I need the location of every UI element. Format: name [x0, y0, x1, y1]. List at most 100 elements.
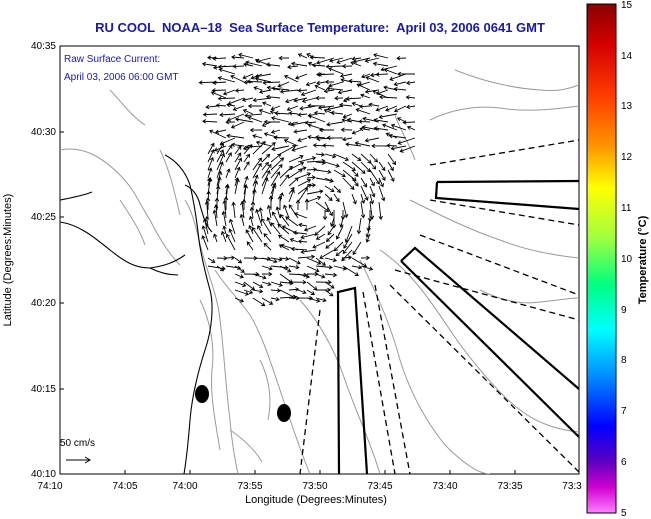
current-vector	[270, 171, 281, 187]
current-vector	[351, 169, 359, 177]
current-vector	[324, 257, 338, 263]
current-vector	[218, 67, 236, 75]
current-vector	[306, 289, 316, 295]
current-vector	[351, 129, 362, 135]
current-vector	[393, 86, 407, 92]
current-vector	[308, 114, 326, 123]
current-vector	[306, 297, 321, 303]
current-label-line1: Raw Surface Current:	[64, 54, 160, 65]
current-vector	[315, 257, 326, 266]
current-vector	[295, 199, 301, 210]
current-vector	[217, 76, 236, 83]
current-vector	[263, 233, 272, 243]
current-vector	[317, 72, 335, 77]
current-vector	[311, 63, 326, 68]
current-vector	[315, 280, 332, 285]
current-vector	[252, 188, 257, 203]
current-vector	[315, 287, 332, 293]
current-vector	[351, 101, 362, 107]
current-vector	[343, 233, 353, 249]
current-vector	[307, 134, 317, 140]
current-vector	[241, 198, 247, 210]
current-vector	[405, 95, 416, 100]
current-vector	[234, 88, 245, 93]
current-vector	[270, 157, 285, 171]
current-vector	[226, 113, 245, 122]
current-vector	[246, 241, 254, 251]
current-vector	[371, 143, 389, 149]
current-vector	[297, 254, 316, 260]
current-vector	[386, 143, 398, 148]
current-vector	[212, 80, 227, 85]
current-vector	[207, 55, 218, 60]
current-vector	[258, 89, 272, 94]
current-vector	[378, 177, 384, 188]
current-vector	[289, 237, 299, 243]
current-vector	[360, 265, 374, 271]
current-vector	[378, 113, 398, 120]
current-vector	[263, 119, 281, 125]
current-vector	[274, 111, 290, 116]
current-vector	[306, 265, 320, 273]
current-vector	[232, 105, 245, 111]
current-vector	[244, 113, 263, 118]
current-vector	[330, 217, 335, 227]
current-vector	[387, 153, 396, 166]
current-vector	[297, 273, 311, 279]
current-vector	[201, 225, 209, 243]
current-vector	[277, 223, 290, 235]
current-vector	[261, 297, 274, 305]
current-vector	[225, 119, 236, 125]
current-vector	[328, 67, 344, 75]
x-tick-label: 73:45	[367, 481, 392, 492]
current-vector	[322, 210, 328, 221]
current-vector	[279, 256, 290, 262]
current-vector	[342, 136, 353, 142]
current-vector	[255, 208, 263, 227]
current-vector	[288, 154, 304, 163]
current-vector	[323, 88, 335, 94]
current-vector	[261, 169, 271, 187]
current-vector	[293, 97, 308, 103]
current-vector	[351, 161, 366, 174]
current-vector	[252, 281, 264, 289]
x-tick-label: 74:00	[172, 481, 197, 492]
current-vector	[369, 153, 378, 163]
current-vector	[252, 297, 266, 307]
current-vector	[291, 145, 308, 152]
current-vector	[216, 142, 224, 155]
current-vector	[297, 53, 308, 59]
current-vector	[293, 129, 308, 134]
current-vector	[273, 135, 290, 140]
current-vector	[324, 281, 335, 289]
current-vector	[326, 121, 344, 127]
current-vector	[215, 103, 227, 108]
current-vector	[326, 86, 344, 91]
current-vector	[338, 102, 353, 108]
current-vector	[341, 63, 353, 69]
current-vector	[228, 218, 236, 235]
y-tick-label: 40:35	[31, 41, 56, 52]
current-vector	[297, 137, 308, 143]
current-vector	[373, 53, 389, 59]
x-tick-label: 73:50	[302, 481, 327, 492]
current-vector	[360, 185, 369, 201]
current-vector	[270, 296, 280, 302]
current-vector	[290, 61, 308, 67]
current-vector	[312, 241, 326, 249]
current-vector	[241, 97, 254, 102]
current-vector	[255, 140, 272, 147]
y-tick-label: 40:30	[31, 127, 56, 138]
current-vector	[396, 56, 407, 61]
x-tick-label: 74:10	[37, 481, 62, 492]
current-vector	[315, 273, 326, 279]
current-vector	[228, 228, 236, 243]
current-vector	[350, 61, 362, 67]
temperature-colorbar: 15 14 13 12 11 10 9 8 7 6 5 Temperature …	[586, 0, 649, 519]
current-vector	[252, 273, 267, 280]
current-vector	[285, 216, 299, 227]
current-vector	[333, 169, 346, 178]
current-vector	[271, 145, 290, 152]
current-vector	[360, 255, 371, 261]
current-vector	[380, 65, 398, 72]
